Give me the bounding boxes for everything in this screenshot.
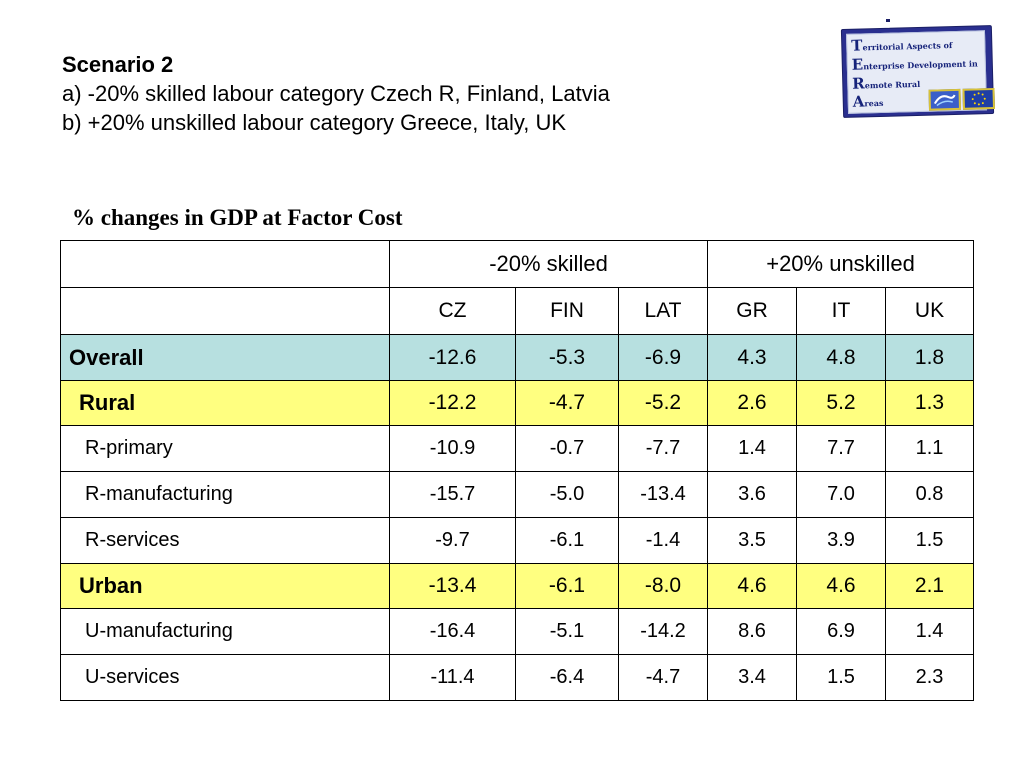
table-cell: 4.6: [707, 563, 798, 609]
row-label: U-services: [60, 654, 390, 701]
table-cell: -10.9: [389, 425, 516, 472]
scenario-line-a: a) -20% skilled labour category Czech R,…: [62, 81, 610, 106]
table-cell: -5.2: [617, 380, 709, 426]
table-cell: 2.3: [885, 654, 975, 701]
table-cell: 1.5: [885, 517, 975, 564]
table-cell: 6.9: [796, 608, 887, 655]
group-header-unskilled: +20% unskilled: [707, 240, 975, 288]
eu-flag-icon: [962, 87, 996, 110]
column-header: GR: [707, 287, 798, 335]
logo-line-4: Areas: [852, 92, 884, 111]
logo-line-2: Enterprise Development in: [851, 55, 978, 74]
table-cell: 7.0: [796, 471, 887, 518]
scenario-title: Scenario 2: [62, 52, 174, 77]
table-cell: 2.6: [707, 380, 798, 426]
row-label: R-primary: [60, 425, 390, 472]
table-cell: -5.0: [515, 471, 619, 518]
scenario-line-b: b) +20% unskilled labour category Greece…: [62, 110, 567, 135]
table-cell: 3.6: [707, 471, 798, 518]
table-row: U-manufacturing -16.4 -5.1 -14.2 8.6 6.9…: [60, 608, 975, 655]
table-cell: 1.4: [885, 608, 975, 655]
table-cell: -0.7: [515, 425, 619, 472]
logo-line-1: Territorial Aspects of: [851, 36, 953, 55]
logo-mark-dot: [886, 19, 890, 22]
table-cell: 1.3: [885, 380, 975, 426]
table-cell: 0.8: [885, 471, 975, 518]
group-header-row: -20% skilled +20% unskilled: [60, 240, 975, 288]
column-header: CZ: [389, 287, 516, 335]
row-label: U-manufacturing: [60, 608, 390, 655]
table-cell: -4.7: [617, 654, 709, 701]
table-row: Urban -13.4 -6.1 -8.0 4.6 4.6 2.1: [60, 563, 975, 609]
table-cell: 1.1: [885, 425, 975, 472]
table-cell: -6.1: [515, 517, 619, 564]
table-row: R-primary -10.9 -0.7 -7.7 1.4 7.7 1.1: [60, 425, 975, 472]
table-cell: 3.9: [796, 517, 887, 564]
corner-cell: [60, 287, 390, 335]
table-cell: -9.7: [389, 517, 516, 564]
table-cell: -6.1: [515, 563, 619, 609]
corner-cell: [60, 240, 390, 288]
table-cell: -5.3: [515, 334, 619, 381]
group-header-skilled: -20% skilled: [388, 240, 709, 288]
logo-line-3: Remote Rural: [852, 74, 921, 93]
column-header: LAT: [617, 287, 709, 335]
table-cell: -6.9: [617, 334, 709, 381]
table-cell: 4.8: [796, 334, 887, 381]
table-cell: -4.7: [515, 380, 619, 426]
logo-panel: Territorial Aspects of Enterprise Develo…: [845, 30, 996, 114]
table-cell: -1.4: [617, 517, 709, 564]
row-label: Rural: [60, 380, 390, 426]
slide-heading: Scenario 2 a) -20% skilled labour catego…: [62, 50, 610, 137]
table-cell: -13.4: [389, 563, 516, 609]
table-caption: % changes in GDP at Factor Cost: [72, 205, 403, 230]
table-cell: 4.3: [707, 334, 798, 381]
table-cell: 3.4: [707, 654, 798, 701]
row-label: R-services: [60, 517, 390, 564]
table-cell: 1.5: [796, 654, 887, 701]
row-label: Overall: [60, 334, 390, 381]
logo-swirl-icon: [928, 88, 962, 111]
row-label: R-manufacturing: [60, 471, 390, 518]
column-header: UK: [885, 287, 975, 335]
table-cell: 3.5: [707, 517, 798, 564]
table-cell: -11.4: [389, 654, 516, 701]
tera-logo: Territorial Aspects of Enterprise Develo…: [840, 25, 996, 118]
table-cell: 2.1: [885, 563, 975, 609]
table-cell: -14.2: [617, 608, 709, 655]
table-cell: 7.7: [796, 425, 887, 472]
table-cell: -12.2: [389, 380, 516, 426]
table-cell: 4.6: [796, 563, 887, 609]
gdp-table: -20% skilled +20% unskilled CZ FIN LAT G…: [60, 240, 975, 701]
column-header-row: CZ FIN LAT GR IT UK: [60, 287, 975, 335]
table-row: R-services -9.7 -6.1 -1.4 3.5 3.9 1.5: [60, 517, 975, 564]
table-cell: -13.4: [617, 471, 709, 518]
table-cell: 1.8: [885, 334, 975, 381]
table-cell: 1.4: [707, 425, 798, 472]
table-cell: -6.4: [515, 654, 619, 701]
row-label: Urban: [60, 563, 390, 609]
table-row: Overall -12.6 -5.3 -6.9 4.3 4.8 1.8: [60, 334, 975, 381]
table-cell: -16.4: [389, 608, 516, 655]
table-cell: -15.7: [389, 471, 516, 518]
table-row: U-services -11.4 -6.4 -4.7 3.4 1.5 2.3: [60, 654, 975, 701]
column-header: IT: [796, 287, 887, 335]
table-cell: 8.6: [707, 608, 798, 655]
table-cell: 5.2: [796, 380, 887, 426]
table-cell: -12.6: [389, 334, 516, 381]
table-cell: -8.0: [617, 563, 709, 609]
table-row: R-manufacturing -15.7 -5.0 -13.4 3.6 7.0…: [60, 471, 975, 518]
table-row: Rural -12.2 -4.7 -5.2 2.6 5.2 1.3: [60, 380, 975, 426]
column-header: FIN: [515, 287, 619, 335]
table-cell: -5.1: [515, 608, 619, 655]
table-cell: -7.7: [617, 425, 709, 472]
